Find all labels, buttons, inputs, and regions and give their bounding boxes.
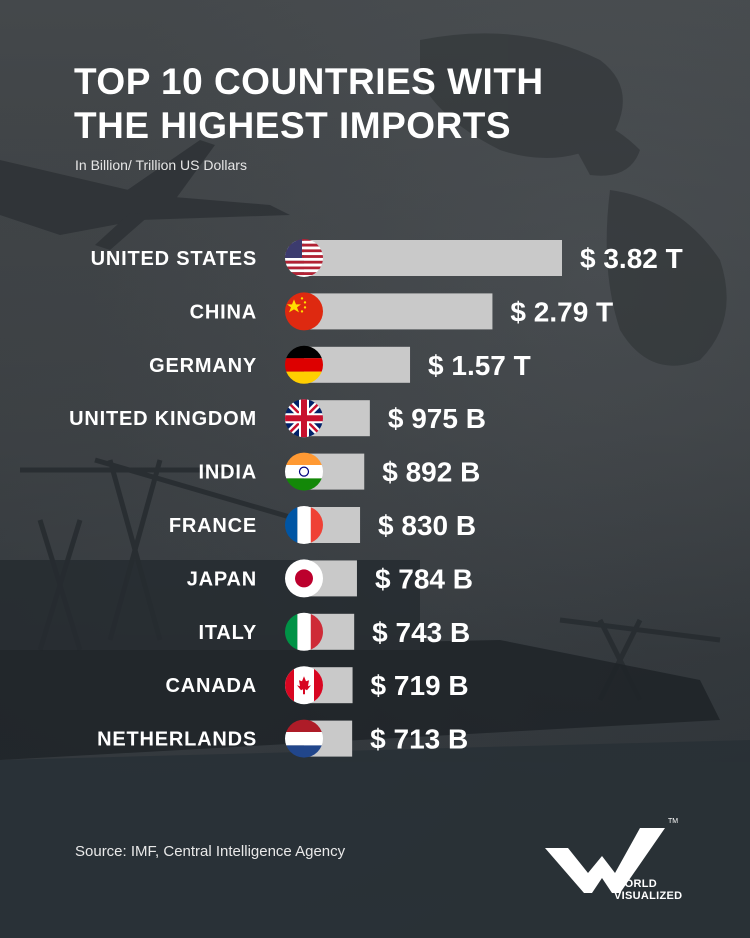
value-label: $ 1.57 T	[428, 350, 531, 381]
france-flag-icon	[285, 506, 323, 544]
value-label: $ 892 B	[382, 457, 480, 488]
value-label: $ 830 B	[378, 510, 476, 541]
category-label: CHINA	[190, 301, 257, 323]
category-label: ITALY	[199, 622, 257, 644]
japan-flag-icon	[285, 559, 323, 598]
uk-flag-icon	[285, 399, 323, 438]
world-visualized-logo	[545, 828, 665, 893]
cargo-ship	[0, 560, 750, 938]
value-label: $ 975 B	[388, 403, 486, 434]
value-label: $ 743 B	[372, 617, 470, 648]
title-line-1: TOP 10 COUNTRIES WITH	[74, 61, 544, 102]
category-label: UNITED STATES	[91, 248, 257, 270]
category-label: UNITED KINGDOM	[69, 408, 257, 430]
value-label: $ 2.79 T	[510, 296, 613, 327]
china-flag-icon	[285, 292, 323, 331]
germany-flag-icon	[285, 345, 323, 384]
logo-wordmark: WORLD VISUALIZED	[614, 878, 682, 902]
italy-flag-icon	[285, 612, 323, 651]
category-label: JAPAN	[187, 568, 257, 590]
category-label: NETHERLANDS	[97, 729, 257, 751]
category-label: GERMANY	[149, 355, 257, 377]
chart-title: TOP 10 COUNTRIES WITH THE HIGHEST IMPORT…	[74, 60, 674, 148]
chart-subtitle: In Billion/ Trillion US Dollars	[75, 157, 247, 173]
logo-line-2: VISUALIZED	[614, 890, 683, 902]
india-flag-icon	[285, 452, 323, 491]
value-label: $ 713 B	[370, 724, 468, 755]
category-label: INDIA	[199, 462, 257, 484]
category-label: FRANCE	[169, 515, 257, 537]
canada-flag-icon	[285, 666, 323, 705]
value-label: $ 719 B	[371, 670, 469, 701]
logo-line-1: WORLD	[614, 878, 658, 890]
trademark-mark: TM	[668, 818, 679, 825]
bar	[304, 240, 562, 276]
title-line-2: THE HIGHEST IMPORTS	[74, 105, 512, 146]
value-label: $ 3.82 T	[580, 243, 683, 274]
bar	[304, 293, 493, 330]
value-label: $ 784 B	[375, 563, 473, 594]
world-map-shapes	[420, 33, 727, 366]
source-note: Source: IMF, Central Intelligence Agency	[75, 843, 346, 860]
category-label: CANADA	[166, 675, 257, 697]
netherlands-flag-icon	[285, 719, 323, 758]
airplane-silhouette	[0, 140, 290, 250]
